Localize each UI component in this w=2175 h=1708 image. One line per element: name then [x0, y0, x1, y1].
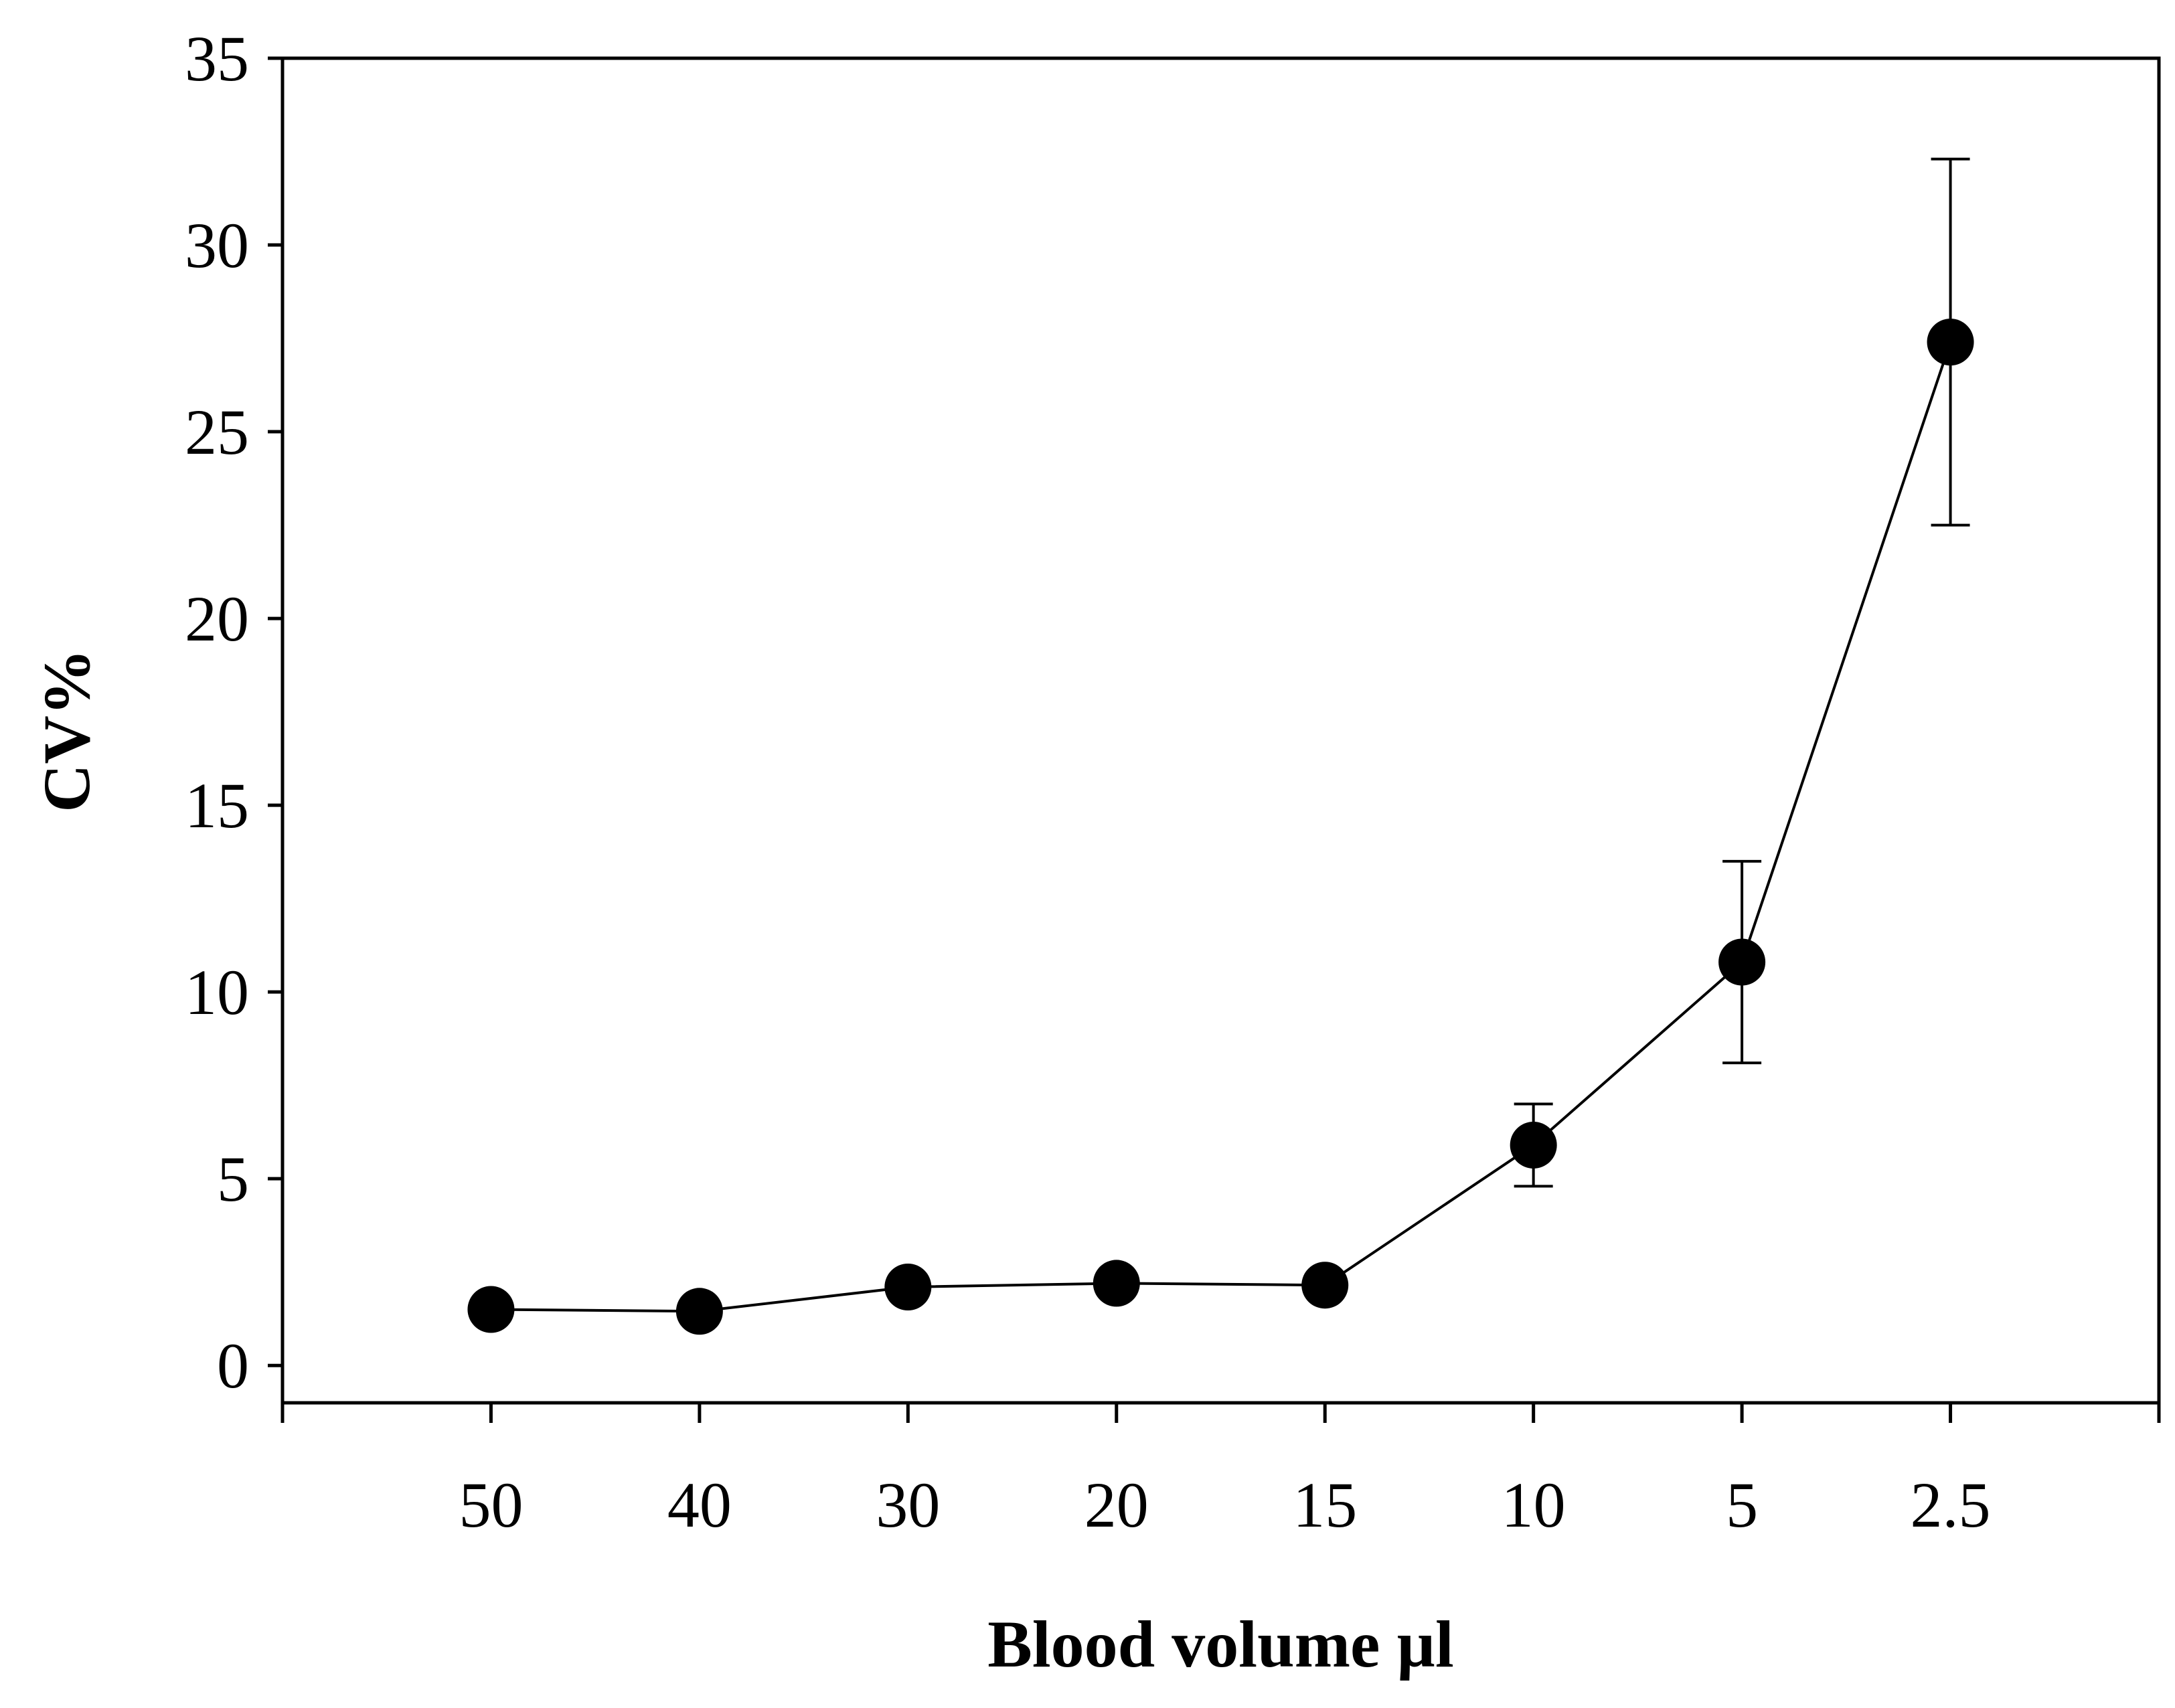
data-point [675, 1288, 723, 1335]
x-tick-label: 30 [876, 1469, 940, 1541]
data-point [1093, 1260, 1140, 1307]
data-series [467, 319, 1974, 1335]
series-line [491, 341, 1952, 1313]
plot-frame [280, 56, 2161, 1405]
y-tick-label: 15 [185, 770, 249, 841]
x-axis-ticks: 50 40 30 20 15 10 5 2.5 [280, 1403, 2161, 1541]
y-tick-label: 10 [185, 956, 249, 1028]
x-tick-label: 10 [1502, 1469, 1566, 1541]
y-tick-label: 25 [185, 396, 249, 468]
y-tick-label: 20 [185, 583, 249, 655]
x-axis-title: Blood volume µl [987, 1607, 1454, 1681]
y-tick-label: 35 [185, 23, 249, 94]
error-bars [1514, 157, 1970, 1188]
axes-group [280, 56, 2161, 1405]
data-point [467, 1286, 515, 1333]
y-tick-label: 30 [185, 209, 249, 281]
data-point [1301, 1262, 1349, 1309]
y-tick-label: 0 [217, 1330, 249, 1401]
data-point [1927, 319, 1974, 366]
y-axis-ticks: 0 5 10 15 20 25 30 35 [185, 23, 283, 1401]
x-tick-label: 20 [1084, 1469, 1149, 1541]
x-tick-label: 2.5 [1911, 1469, 1991, 1541]
data-point [884, 1264, 932, 1311]
x-tick-label: 50 [459, 1469, 523, 1541]
x-tick-label: 15 [1293, 1469, 1357, 1541]
y-axis-title: CV% [29, 649, 104, 812]
x-tick-label: 40 [667, 1469, 732, 1541]
y-tick-label: 5 [217, 1143, 249, 1215]
data-point [1510, 1121, 1557, 1169]
data-point [1718, 938, 1766, 986]
x-tick-label: 5 [1726, 1469, 1758, 1541]
